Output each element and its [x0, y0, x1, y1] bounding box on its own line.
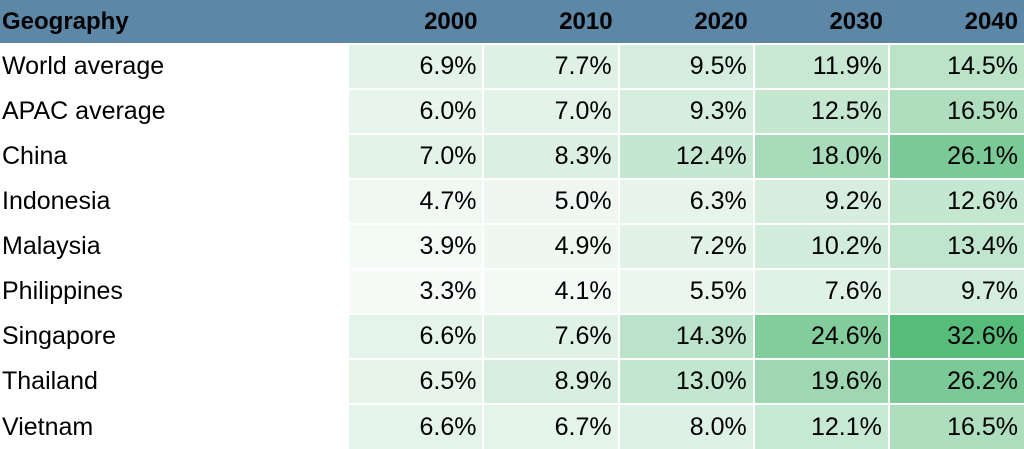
heatmap-cell: 6.6% [347, 403, 484, 449]
header-row: Geography 2000 2010 2020 2030 2040 [0, 0, 1024, 45]
heatmap-cell: 9.5% [617, 43, 754, 89]
heatmap-cell: 4.9% [482, 223, 619, 269]
heatmap-cell: 19.6% [752, 358, 889, 404]
heatmap-cell: 6.5% [347, 358, 484, 404]
heatmap-cell: 10.2% [752, 223, 889, 269]
row-label: World average [0, 43, 349, 89]
heatmap-cell: 6.7% [482, 403, 619, 449]
heatmap-cell: 9.2% [752, 178, 889, 224]
heatmap-cell: 12.4% [617, 133, 754, 179]
table-row: Singapore 6.6% 7.6% 14.3% 24.6% 32.6% [0, 313, 1024, 359]
column-header-year: 2040 [888, 0, 1024, 45]
heatmap-cell: 16.5% [887, 88, 1024, 134]
heatmap-cell: 9.7% [887, 268, 1024, 314]
heatmap-cell: 3.9% [347, 223, 484, 269]
heatmap-cell: 9.3% [617, 88, 754, 134]
row-label: APAC average [0, 88, 349, 134]
heatmap-cell: 7.0% [482, 88, 619, 134]
heatmap-cell: 14.5% [887, 43, 1024, 89]
table-row: World average 6.9% 7.7% 9.5% 11.9% 14.5% [0, 43, 1024, 89]
heatmap-cell: 6.3% [617, 178, 754, 224]
heatmap-cell: 5.0% [482, 178, 619, 224]
table-row: APAC average 6.0% 7.0% 9.3% 12.5% 16.5% [0, 88, 1024, 134]
heatmap-cell: 13.0% [617, 358, 754, 404]
heatmap-cell: 6.9% [347, 43, 484, 89]
heatmap-cell: 7.0% [347, 133, 484, 179]
heatmap-cell: 6.0% [347, 88, 484, 134]
heatmap-cell: 26.1% [887, 133, 1024, 179]
heatmap-cell: 7.6% [482, 313, 619, 359]
table-row: Philippines 3.3% 4.1% 5.5% 7.6% 9.7% [0, 268, 1024, 314]
heatmap-cell: 3.3% [347, 268, 484, 314]
column-header-year: 2030 [753, 0, 889, 45]
table-row: Vietnam 6.6% 6.7% 8.0% 12.1% 16.5% [0, 403, 1024, 449]
heatmap-cell: 4.7% [347, 178, 484, 224]
row-label: Vietnam [0, 403, 349, 449]
column-header-year: 2010 [483, 0, 619, 45]
heatmap-cell: 26.2% [887, 358, 1024, 404]
heatmap-cell: 12.5% [752, 88, 889, 134]
heatmap-cell: 8.3% [482, 133, 619, 179]
heatmap-cell: 7.7% [482, 43, 619, 89]
table-body: World average 6.9% 7.7% 9.5% 11.9% 14.5% APAC … [0, 43, 1024, 449]
table-row: China 7.0% 8.3% 12.4% 18.0% 26.1% [0, 133, 1024, 179]
heatmap-cell: 16.5% [887, 403, 1024, 449]
heatmap-cell: 8.9% [482, 358, 619, 404]
heatmap-cell: 12.1% [752, 403, 889, 449]
heatmap-cell: 24.6% [752, 313, 889, 359]
row-label: Indonesia [0, 178, 349, 224]
row-label: China [0, 133, 349, 179]
row-label: Philippines [0, 268, 349, 314]
row-label: Thailand [0, 358, 349, 404]
heatmap-cell: 7.2% [617, 223, 754, 269]
heatmap-cell: 8.0% [617, 403, 754, 449]
heatmap-cell: 4.1% [482, 268, 619, 314]
heatmap-cell: 12.6% [887, 178, 1024, 224]
row-label: Malaysia [0, 223, 349, 269]
heatmap-cell: 13.4% [887, 223, 1024, 269]
heatmap-cell: 11.9% [752, 43, 889, 89]
heatmap-cell: 6.6% [347, 313, 484, 359]
heatmap-cell: 18.0% [752, 133, 889, 179]
column-header-year: 2000 [348, 0, 484, 45]
column-header-year: 2020 [618, 0, 754, 45]
table-row: Indonesia 4.7% 5.0% 6.3% 9.2% 12.6% [0, 178, 1024, 224]
heatmap-cell: 7.6% [752, 268, 889, 314]
table-row: Thailand 6.5% 8.9% 13.0% 19.6% 26.2% [0, 358, 1024, 404]
heatmap-cell: 32.6% [887, 313, 1024, 359]
row-label: Singapore [0, 313, 349, 359]
table-row: Malaysia 3.9% 4.9% 7.2% 10.2% 13.4% [0, 223, 1024, 269]
heatmap-cell: 14.3% [617, 313, 754, 359]
column-header-geography: Geography [0, 0, 349, 45]
heatmap-cell: 5.5% [617, 268, 754, 314]
